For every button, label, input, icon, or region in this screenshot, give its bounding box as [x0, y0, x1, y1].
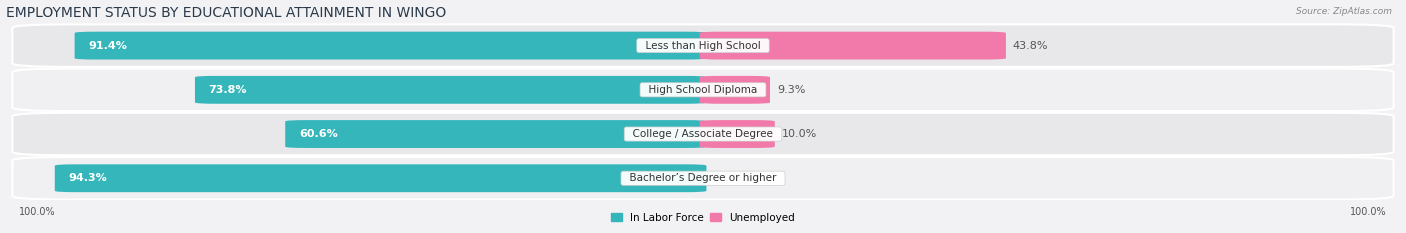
Text: 60.6%: 60.6% [299, 129, 337, 139]
FancyBboxPatch shape [75, 32, 706, 60]
Text: Bachelor’s Degree or higher: Bachelor’s Degree or higher [623, 173, 783, 183]
Text: 100.0%: 100.0% [20, 207, 56, 217]
Text: 9.3%: 9.3% [778, 85, 806, 95]
FancyBboxPatch shape [700, 76, 770, 104]
Text: 100.0%: 100.0% [1350, 207, 1386, 217]
FancyBboxPatch shape [13, 24, 1393, 67]
FancyBboxPatch shape [195, 76, 706, 104]
Text: College / Associate Degree: College / Associate Degree [626, 129, 780, 139]
Text: 0.0%: 0.0% [713, 173, 741, 183]
FancyBboxPatch shape [13, 113, 1393, 155]
FancyBboxPatch shape [700, 32, 1005, 60]
FancyBboxPatch shape [13, 69, 1393, 111]
Legend: In Labor Force, Unemployed: In Labor Force, Unemployed [607, 209, 799, 227]
Text: 43.8%: 43.8% [1012, 41, 1049, 51]
FancyBboxPatch shape [285, 120, 706, 148]
Text: 10.0%: 10.0% [782, 129, 817, 139]
FancyBboxPatch shape [700, 120, 775, 148]
Text: Less than High School: Less than High School [638, 41, 768, 51]
Text: 94.3%: 94.3% [69, 173, 107, 183]
Text: EMPLOYMENT STATUS BY EDUCATIONAL ATTAINMENT IN WINGO: EMPLOYMENT STATUS BY EDUCATIONAL ATTAINM… [6, 6, 446, 20]
FancyBboxPatch shape [55, 164, 706, 192]
Text: Source: ZipAtlas.com: Source: ZipAtlas.com [1296, 7, 1392, 16]
FancyBboxPatch shape [13, 157, 1393, 199]
Text: 91.4%: 91.4% [89, 41, 127, 51]
Text: High School Diploma: High School Diploma [643, 85, 763, 95]
Text: 73.8%: 73.8% [208, 85, 247, 95]
